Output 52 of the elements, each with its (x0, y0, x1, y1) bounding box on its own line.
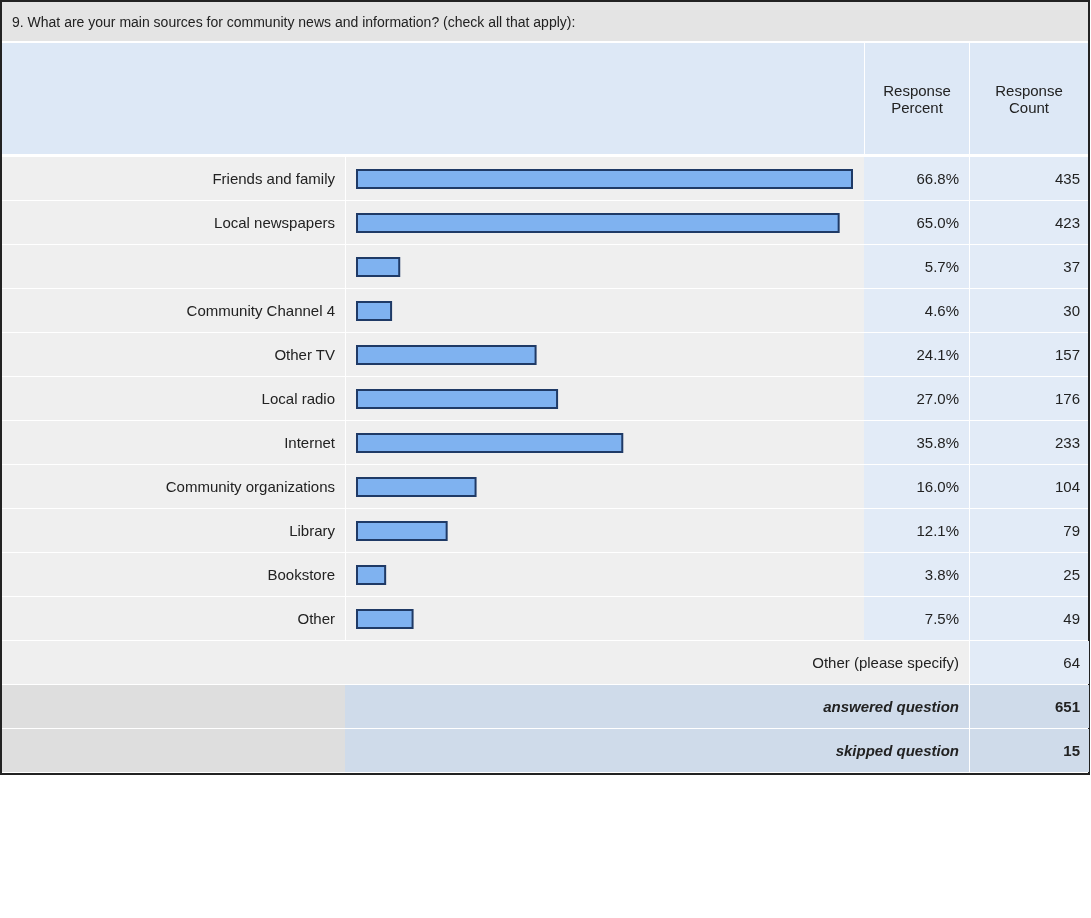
bar (356, 609, 414, 629)
data-label: 27.0% (916, 390, 959, 407)
text: 15 (1062, 741, 1080, 761)
y-tick-label: Other TV (274, 346, 335, 364)
text: 37 (1063, 258, 1080, 275)
text: 30 (1063, 302, 1080, 319)
y-tick-label: Local newspapers (214, 214, 335, 232)
bar (356, 213, 840, 233)
data-label: 16.0% (916, 478, 959, 495)
text: 79 (1063, 522, 1080, 539)
text: 176 (1054, 390, 1080, 407)
text: skipped question (834, 741, 959, 761)
data-label: 5.7% (924, 258, 959, 275)
text: 25 (1063, 566, 1080, 583)
bar (356, 389, 559, 409)
data-label: 7.5% (924, 610, 959, 627)
y-tick-label: Bookstore (267, 566, 335, 584)
bar (356, 169, 853, 189)
bar (356, 257, 401, 277)
data-label: 12.1% (916, 522, 959, 539)
text: 651 (1053, 697, 1080, 717)
data-label: 4.6% (924, 302, 959, 319)
data-label: 65.0% (916, 214, 959, 231)
data-label: 3.8% (924, 566, 959, 583)
y-tick-label: Community Channel 4 (186, 302, 335, 320)
chart-title: 9. What are your main sources for community news and information? (check all that apply): (2, 2, 1088, 42)
text: answered question (822, 697, 959, 717)
text: Response Count (969, 43, 1088, 154)
text: 435 (1054, 170, 1080, 187)
bar (356, 477, 477, 497)
text: 104 (1054, 478, 1080, 495)
text: Other (please specify) (811, 653, 959, 673)
y-tick-label: Library (289, 522, 336, 540)
text: 233 (1054, 434, 1080, 451)
text: 49 (1063, 610, 1080, 627)
text: 64 (1062, 653, 1080, 673)
bar (356, 433, 624, 453)
text: Response Percent (864, 43, 969, 154)
y-tick-label: Local radio (261, 390, 335, 408)
bar (356, 565, 387, 585)
y-tick-label: Other (297, 610, 335, 628)
bar (356, 345, 537, 365)
data-label: 35.8% (916, 434, 959, 451)
data-label: 24.1% (916, 346, 959, 363)
data-label: 66.8% (916, 170, 959, 187)
y-tick-label: Community organizations (165, 478, 335, 496)
text: 423 (1054, 214, 1080, 231)
y-tick-label: Friends and family (212, 170, 336, 188)
y-tick-label: Internet (284, 434, 336, 452)
bar (356, 301, 393, 321)
bar (356, 521, 448, 541)
text: 157 (1054, 346, 1080, 363)
